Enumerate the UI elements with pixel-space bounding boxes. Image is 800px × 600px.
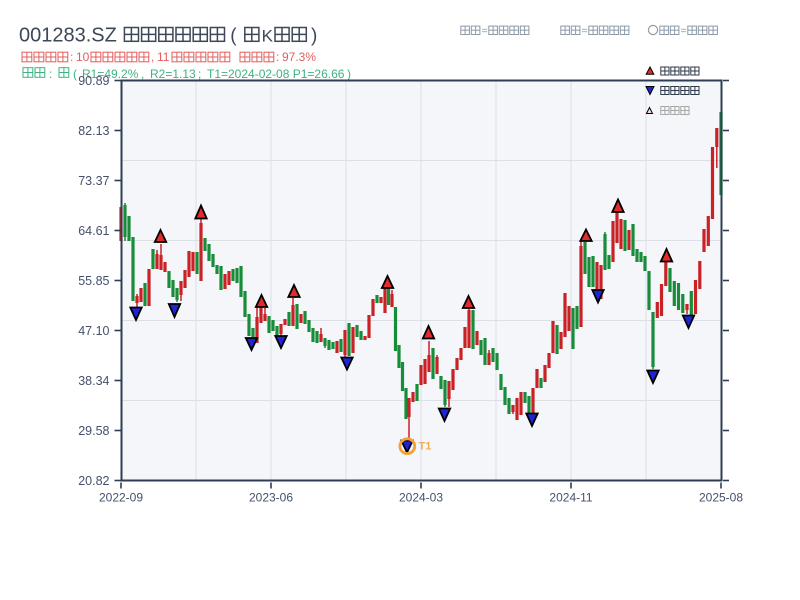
svg-text:2025-08: 2025-08	[699, 491, 743, 505]
svg-text:55.85: 55.85	[78, 274, 109, 288]
svg-text:=: =	[681, 25, 687, 37]
svg-text:T1=2024-02-08 P1=26.66: T1=2024-02-08 P1=26.66	[207, 67, 345, 81]
svg-text:): )	[347, 67, 351, 81]
svg-text:90.89: 90.89	[78, 74, 109, 88]
svg-text:2022-09: 2022-09	[99, 491, 143, 505]
svg-text:11: 11	[157, 50, 170, 64]
svg-text:10: 10	[76, 50, 90, 64]
svg-text:,: ,	[141, 67, 144, 81]
svg-text:97.3%: 97.3%	[282, 50, 316, 64]
svg-text:): )	[311, 26, 317, 47]
svg-text:,: ,	[151, 50, 154, 64]
svg-text:=: =	[582, 25, 588, 37]
svg-text:2024-11: 2024-11	[549, 491, 592, 505]
svg-text:2024-03: 2024-03	[399, 491, 443, 505]
svg-text:(: (	[230, 26, 237, 47]
svg-text:20.82: 20.82	[78, 474, 109, 488]
svg-text:R2=1.13: R2=1.13	[150, 67, 196, 81]
svg-text:K: K	[262, 27, 274, 46]
svg-text:47.10: 47.10	[78, 324, 109, 338]
svg-text:2023-06: 2023-06	[249, 491, 293, 505]
svg-text::: :	[276, 50, 279, 64]
svg-text:38.34: 38.34	[78, 374, 109, 388]
svg-text::: :	[70, 50, 73, 64]
svg-text:;: ;	[198, 67, 201, 81]
svg-text:73.37: 73.37	[78, 174, 109, 188]
svg-text:(: (	[73, 67, 77, 81]
svg-text:T1: T1	[419, 441, 432, 453]
svg-text:29.58: 29.58	[78, 424, 109, 438]
svg-text::: :	[49, 67, 52, 81]
svg-text:82.13: 82.13	[78, 124, 109, 138]
svg-text:001283.SZ: 001283.SZ	[19, 25, 117, 47]
svg-text:R1=49.2%: R1=49.2%	[82, 67, 139, 81]
svg-text:64.61: 64.61	[78, 224, 109, 238]
svg-text:=: =	[482, 25, 488, 37]
